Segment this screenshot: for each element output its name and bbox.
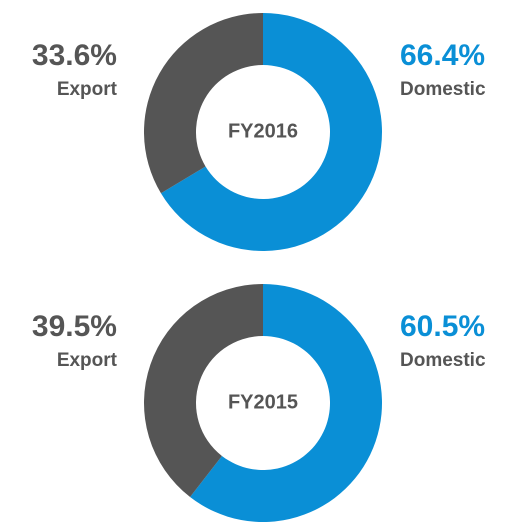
donut-slice [144, 284, 263, 498]
donut-slice [160, 13, 382, 251]
donut-slice [190, 284, 383, 522]
center-title: FY2015 [228, 391, 298, 413]
value-label: 39.5% [32, 310, 117, 343]
value-label: 66.4% [400, 39, 485, 72]
value-label: 33.6% [32, 39, 117, 72]
center-title: FY2016 [228, 120, 298, 142]
category-label: Domestic [400, 79, 486, 100]
value-label: 60.5% [400, 310, 485, 343]
category-label: Export [57, 350, 118, 371]
category-label: Domestic [400, 350, 486, 371]
donut-slice [144, 13, 263, 194]
category-label: Export [57, 79, 118, 100]
